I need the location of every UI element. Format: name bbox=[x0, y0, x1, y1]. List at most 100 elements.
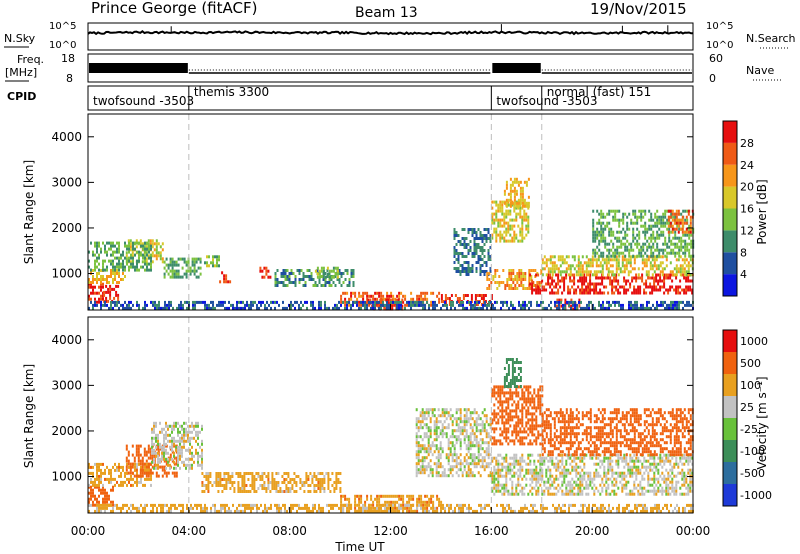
radar-echo bbox=[348, 281, 351, 284]
radar-echo bbox=[423, 450, 426, 454]
radar-echo bbox=[531, 442, 534, 446]
radar-echo bbox=[468, 303, 471, 306]
radar-echo bbox=[201, 463, 203, 467]
radar-echo bbox=[471, 252, 474, 255]
radar-echo bbox=[589, 282, 592, 286]
radar-echo bbox=[156, 306, 158, 310]
radar-echo bbox=[486, 275, 489, 278]
radar-echo bbox=[553, 264, 556, 268]
radar-echo bbox=[252, 300, 254, 304]
radar-echo bbox=[523, 218, 526, 222]
radar-echo bbox=[125, 444, 128, 448]
radar-echo bbox=[207, 487, 210, 490]
radar-echo bbox=[214, 264, 216, 268]
radar-echo bbox=[512, 287, 515, 290]
radar-echo bbox=[549, 285, 552, 289]
radar-echo bbox=[427, 462, 430, 466]
radar-echo bbox=[102, 285, 104, 289]
radar-echo bbox=[372, 294, 375, 298]
radar-echo bbox=[251, 481, 254, 484]
radar-echo bbox=[126, 462, 128, 466]
radar-echo bbox=[354, 509, 357, 513]
radar-echo bbox=[443, 411, 446, 415]
radar-echo bbox=[243, 481, 246, 484]
radar-echo bbox=[143, 450, 146, 454]
radar-echo bbox=[537, 400, 540, 404]
radar-echo bbox=[258, 306, 260, 310]
radar-echo bbox=[567, 288, 570, 292]
radar-echo bbox=[457, 252, 460, 255]
radar-echo bbox=[598, 303, 600, 307]
radar-echo bbox=[164, 303, 166, 307]
radar-echo bbox=[217, 490, 220, 493]
radar-echo bbox=[688, 303, 690, 307]
radar-echo bbox=[551, 282, 554, 286]
radar-echo bbox=[654, 224, 657, 228]
radar-echo bbox=[456, 297, 459, 300]
radar-echo bbox=[614, 248, 617, 252]
radar-echo bbox=[511, 394, 514, 398]
radar-echo bbox=[100, 288, 102, 292]
radar-echo bbox=[382, 494, 385, 498]
radar-echo bbox=[485, 432, 488, 436]
radar-echo bbox=[185, 263, 188, 267]
radar-echo bbox=[109, 296, 112, 300]
radar-echo bbox=[533, 418, 536, 422]
radar-echo bbox=[616, 248, 619, 252]
radar-echo bbox=[615, 270, 618, 274]
radar-echo bbox=[604, 215, 607, 219]
radar-echo bbox=[287, 475, 290, 478]
radar-echo bbox=[656, 221, 659, 225]
radar-echo bbox=[505, 453, 508, 457]
radar-echo bbox=[474, 300, 476, 304]
radar-echo bbox=[580, 306, 582, 310]
radar-echo bbox=[441, 450, 444, 454]
radar-echo bbox=[521, 186, 524, 190]
radar-echo bbox=[547, 282, 550, 286]
radar-echo bbox=[477, 441, 480, 445]
radar-echo bbox=[624, 242, 627, 246]
radar-echo bbox=[416, 509, 419, 513]
radar-echo bbox=[436, 494, 439, 498]
radar-echo bbox=[364, 500, 367, 504]
radar-echo bbox=[641, 261, 644, 265]
radar-echo bbox=[421, 444, 424, 448]
radar-echo bbox=[658, 221, 661, 225]
radar-echo bbox=[334, 284, 337, 287]
radar-echo bbox=[473, 423, 476, 427]
radar-echo bbox=[435, 438, 438, 442]
radar-echo bbox=[488, 303, 490, 307]
radar-echo bbox=[636, 227, 639, 231]
radar-echo bbox=[323, 475, 326, 478]
radar-echo bbox=[670, 303, 672, 307]
radar-echo bbox=[493, 385, 496, 389]
nave-tick-bottom: 0 bbox=[709, 72, 716, 85]
radar-echo bbox=[587, 261, 590, 265]
radar-echo bbox=[539, 412, 542, 416]
radar-echo bbox=[577, 270, 580, 274]
radar-echo bbox=[690, 245, 693, 249]
radar-echo bbox=[305, 478, 308, 481]
radar-echo bbox=[618, 251, 621, 255]
radar-echo bbox=[619, 285, 622, 289]
radar-echo bbox=[194, 300, 196, 304]
radar-echo bbox=[128, 241, 130, 245]
radar-echo bbox=[523, 204, 526, 208]
radar-echo bbox=[475, 267, 478, 270]
radar-echo bbox=[577, 273, 580, 277]
radar-echo bbox=[374, 300, 376, 304]
radar-echo bbox=[507, 198, 510, 202]
radar-echo bbox=[509, 462, 512, 466]
radar-echo bbox=[487, 447, 490, 451]
radar-echo bbox=[280, 281, 283, 284]
radar-echo bbox=[606, 224, 609, 228]
radar-echo bbox=[515, 391, 518, 395]
radar-echo bbox=[521, 412, 524, 416]
radar-echo bbox=[515, 385, 518, 388]
radar-echo bbox=[634, 236, 637, 240]
radar-echo bbox=[644, 230, 647, 234]
radar-echo bbox=[685, 291, 688, 295]
radar-echo bbox=[616, 239, 619, 243]
radar-echo bbox=[110, 272, 112, 275]
radar-echo bbox=[128, 247, 130, 251]
